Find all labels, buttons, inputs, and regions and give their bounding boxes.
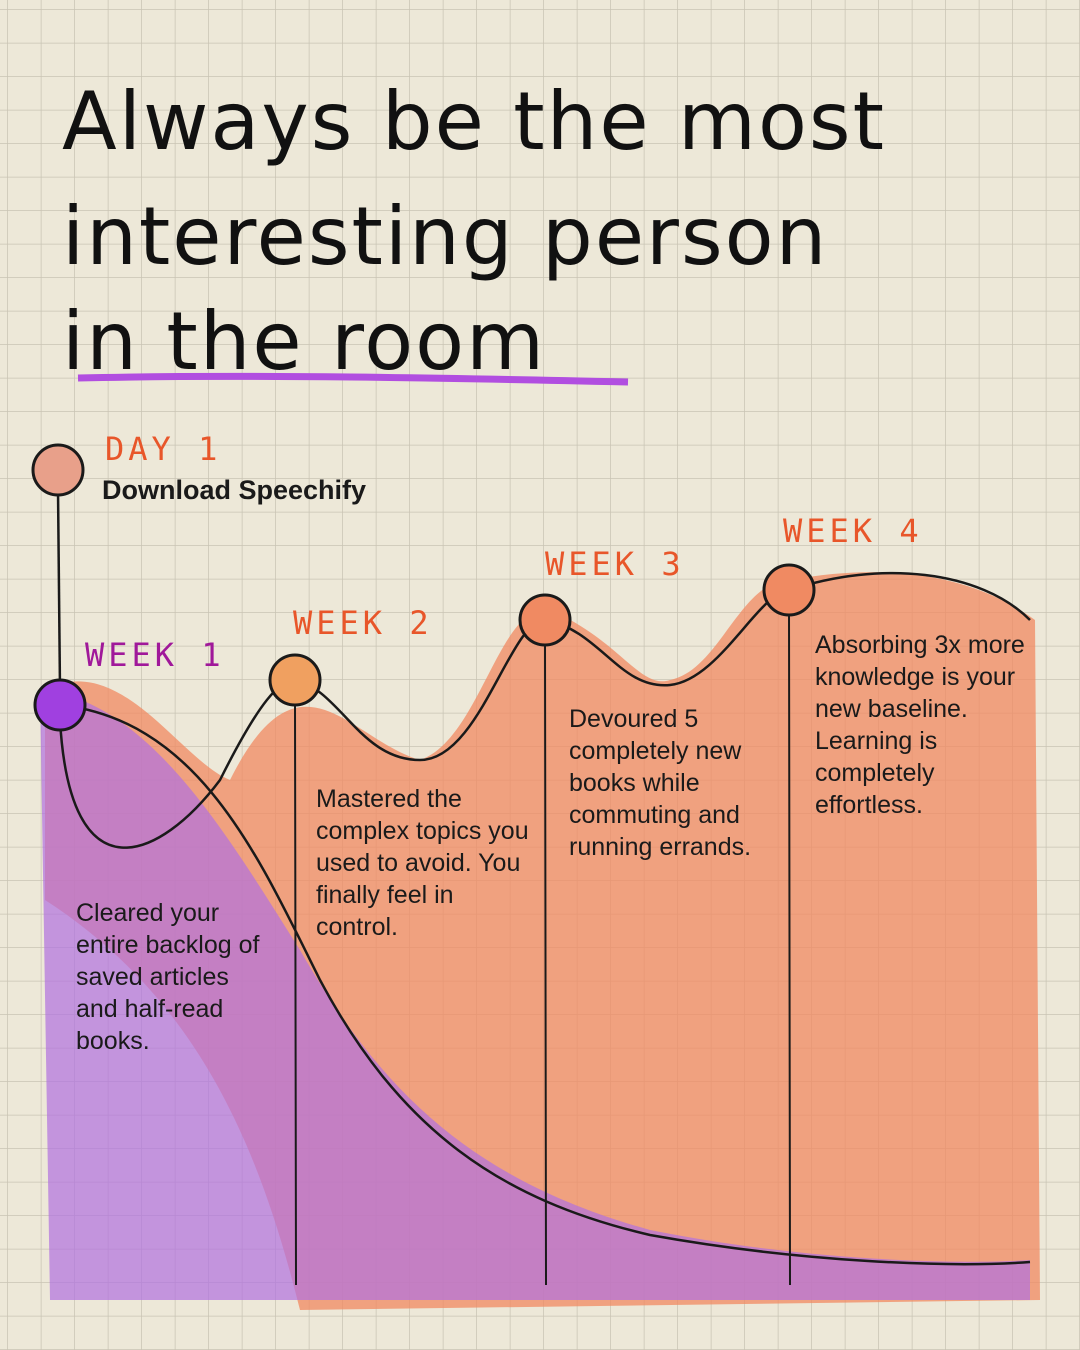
milestone-label: WEEK 4	[783, 512, 923, 550]
milestone-dot	[762, 563, 816, 617]
milestone-label: WEEK 1	[85, 636, 225, 674]
title-line: interesting person	[62, 190, 829, 283]
milestone-label: WEEK 3	[545, 545, 685, 583]
milestone-dot	[31, 443, 85, 497]
decline-curve	[59, 703, 1031, 1266]
milestone-text: Mastered the complex topics you used to …	[316, 785, 529, 941]
title-line: in the room	[62, 295, 547, 388]
milestone-text: Cleared your entire backlog of saved art…	[76, 899, 260, 1055]
milestone-dot	[518, 593, 572, 647]
milestone-text: Download Speechify	[102, 475, 367, 505]
milestone-text: Devoured 5 completely new books while co…	[569, 705, 752, 861]
underline	[77, 372, 629, 386]
milestone-dot	[33, 678, 87, 732]
milestone-label: DAY 1	[105, 430, 222, 468]
milestone-dot	[268, 653, 322, 707]
milestone-text: Absorbing 3x more knowledge is your new …	[815, 631, 1025, 819]
milestone-label: WEEK 2	[293, 604, 433, 642]
purple-area	[40, 690, 1030, 1300]
connector	[56, 489, 62, 691]
title-line: Always be the most	[62, 75, 886, 168]
week-line	[294, 604, 791, 1286]
